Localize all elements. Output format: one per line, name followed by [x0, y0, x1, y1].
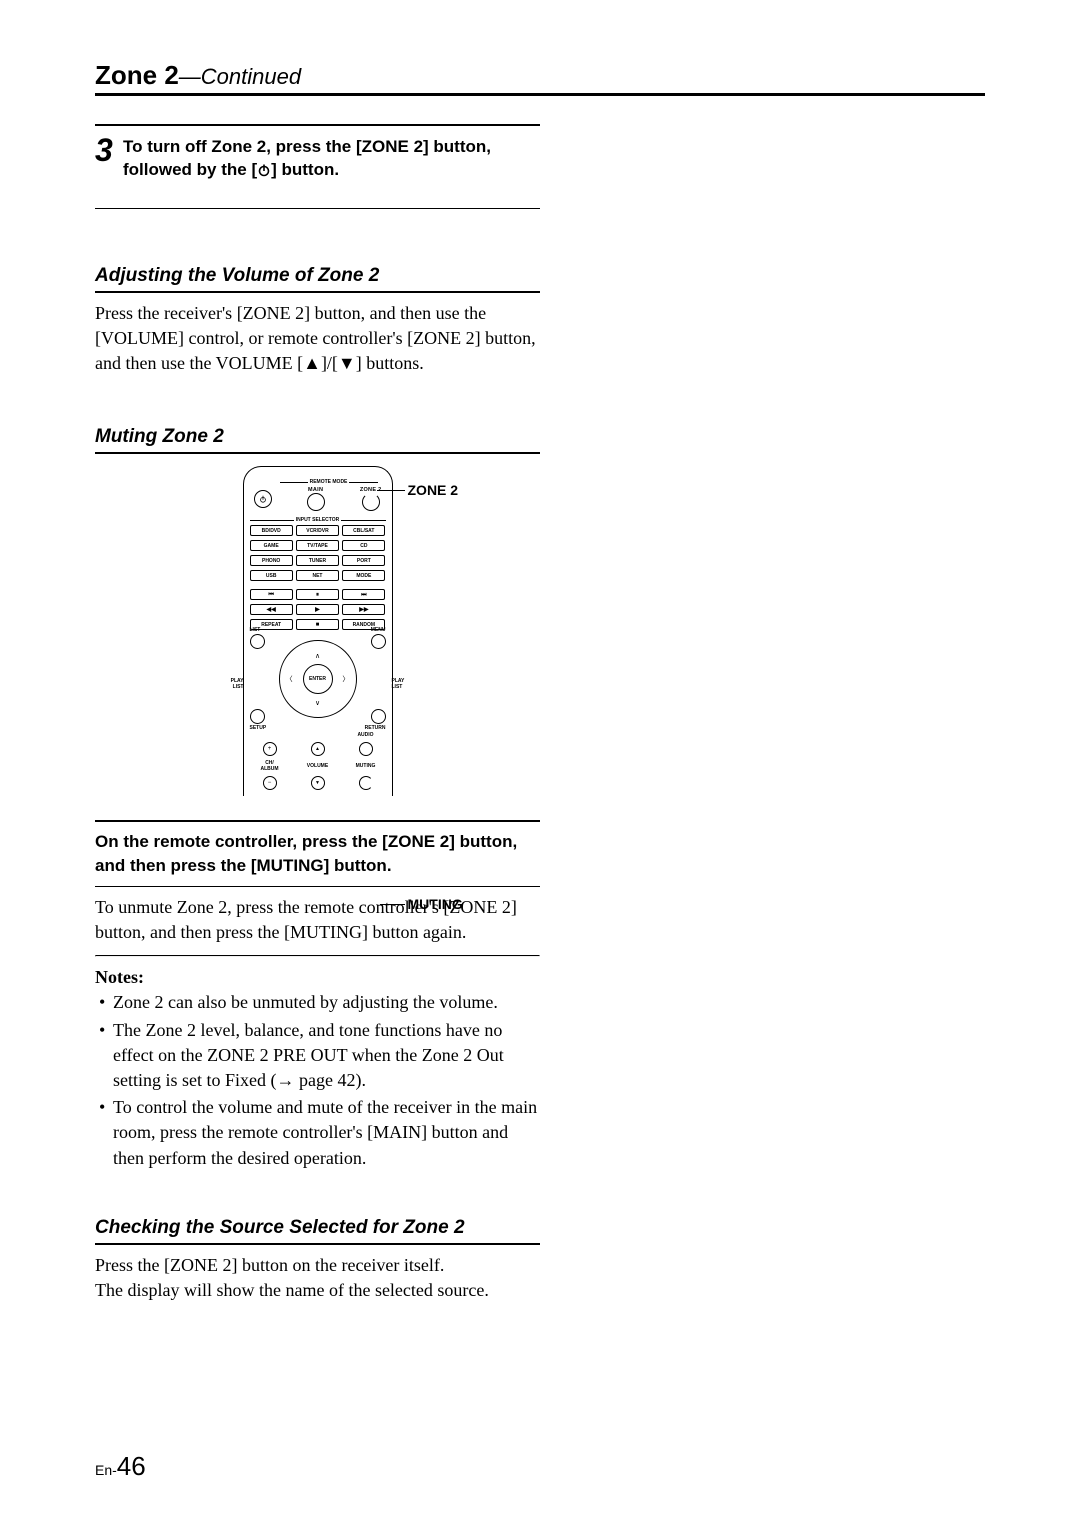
btn-net: NET	[296, 570, 339, 581]
callout-zone2: ZONE 2	[408, 482, 459, 498]
notes-list: Zone 2 can also be unmuted by adjusting …	[95, 990, 540, 1170]
lbl-playlist-l: PLAY LIST	[228, 678, 244, 690]
up-icon: ▲	[315, 746, 320, 752]
lbl-ch: CH/ ALBUM	[250, 760, 290, 772]
remote-mode-label: REMOTE MODE	[310, 479, 348, 485]
note-item: Zone 2 can also be unmuted by adjusting …	[95, 990, 540, 1015]
btn-play: ▶	[296, 604, 339, 615]
input-selector-label: INPUT SELECTOR	[296, 517, 340, 523]
remote-diagram: REMOTE MODE MAIN ZONE 2 INPUT SELECTOR B…	[158, 466, 478, 796]
btn-port: PORT	[342, 555, 385, 566]
lbl-volume: VOLUME	[298, 763, 338, 769]
dpad-down-icon: ∨	[315, 699, 320, 707]
step-text-b: ] button.	[271, 160, 339, 179]
page-header: Zone 2—Continued	[95, 60, 985, 96]
lbl-setup: SETUP	[250, 725, 267, 731]
checking-heading: Checking the Source Selected for Zone 2	[95, 1217, 540, 1245]
btn-prev: ⏮	[250, 589, 293, 600]
unmute-body: To unmute Zone 2, press the remote contr…	[95, 895, 540, 945]
plus-icon: +	[268, 746, 272, 752]
main-button	[307, 493, 325, 511]
zone2-button	[362, 493, 380, 511]
remote-body: REMOTE MODE MAIN ZONE 2 INPUT SELECTOR B…	[243, 466, 393, 796]
btn-usb: USB	[250, 570, 293, 581]
page-prefix: En-	[95, 1462, 117, 1478]
step-text: To turn off Zone 2, press the [ZONE 2] b…	[123, 134, 540, 184]
adjusting-body: Press the receiver's [ZONE 2] button, an…	[95, 301, 540, 377]
header-continued: —Continued	[179, 64, 301, 89]
dpad-left-icon: 〈	[286, 674, 293, 684]
notes-heading: Notes:	[95, 967, 540, 988]
note-item: The Zone 2 level, balance, and tone func…	[95, 1018, 540, 1094]
minus-icon: −	[268, 780, 272, 786]
btn-audio	[359, 742, 373, 756]
btn-muting	[359, 776, 373, 790]
btn-phono: PHONO	[250, 555, 293, 566]
btn-return	[371, 709, 386, 724]
btn-bddvd: BD/DVD	[250, 525, 293, 536]
muting-heading: Muting Zone 2	[95, 426, 540, 454]
btn-vol-down: ▼	[311, 776, 325, 790]
callout-line-muting	[380, 904, 405, 905]
btn-vcrdvr: VCR/DVR	[296, 525, 339, 536]
step-3-block: 3 To turn off Zone 2, press the [ZONE 2]…	[95, 124, 540, 209]
left-column: 3 To turn off Zone 2, press the [ZONE 2]…	[95, 124, 540, 1303]
checking-l1: Press the [ZONE 2] button on the receive…	[95, 1253, 540, 1278]
lbl-menu: MENU	[371, 627, 386, 633]
note-item: To control the volume and mute of the re…	[95, 1095, 540, 1171]
dpad-right-icon: 〉	[342, 674, 349, 684]
btn-cd: CD	[342, 540, 385, 551]
page-num-value: 46	[117, 1451, 146, 1481]
remote-bottom-grid: AUDIO + ▲ CH/ ALBUM VOLUME MUTING − ▼	[250, 732, 386, 790]
dpad: LIST MENU SETUP RETURN PLAY LIST PLAY LI…	[250, 634, 386, 724]
btn-menu	[371, 634, 386, 649]
enter-button: ENTER	[303, 664, 333, 694]
btn-mode: MODE	[342, 570, 385, 581]
btn-next: ⏭	[342, 589, 385, 600]
btn-ch-down: −	[263, 776, 277, 790]
callout-muting: MUTING	[408, 896, 463, 912]
lbl-playlist-r: PLAY LIST	[392, 678, 408, 690]
power-icon	[257, 161, 271, 184]
power-icon	[254, 490, 272, 508]
muting-instruction: On the remote controller, press the [ZON…	[95, 820, 540, 887]
btn-pause: ⏸	[296, 589, 339, 600]
btn-tvtape: TV/TAPE	[296, 540, 339, 551]
btn-rew: ◀◀	[250, 604, 293, 615]
btn-list	[250, 634, 265, 649]
btn-ch-up: +	[263, 742, 277, 756]
lbl-list: LIST	[250, 627, 261, 633]
checking-l2: The display will show the name of the se…	[95, 1278, 540, 1303]
btn-cblsat: CBL/SAT	[342, 525, 385, 536]
page-number: En-46	[95, 1451, 146, 1482]
lbl-audio: AUDIO	[346, 732, 386, 738]
btn-game: GAME	[250, 540, 293, 551]
dpad-up-icon: ∧	[315, 652, 320, 660]
adjusting-heading: Adjusting the Volume of Zone 2	[95, 265, 540, 293]
down-icon: ▼	[315, 780, 320, 786]
lbl-return: RETURN	[365, 725, 386, 731]
header-title: Zone 2	[95, 60, 179, 90]
callout-line-zone2	[377, 490, 405, 491]
lbl-muting: MUTING	[346, 763, 386, 769]
btn-stop: ■	[296, 619, 339, 630]
btn-ff: ▶▶	[342, 604, 385, 615]
btn-tuner: TUNER	[296, 555, 339, 566]
btn-setup	[250, 709, 265, 724]
step-number: 3	[95, 134, 123, 184]
btn-vol-up: ▲	[311, 742, 325, 756]
